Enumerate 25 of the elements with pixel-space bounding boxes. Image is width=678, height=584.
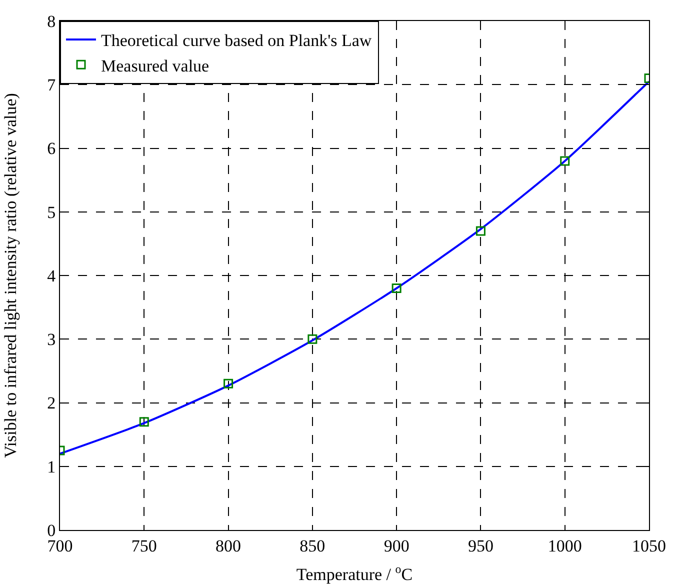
point: [224, 378, 234, 388]
x-tick-label: 750: [131, 536, 157, 556]
y-axis-title: Visible to infrared light intensity ratio (relative value): [1, 93, 20, 458]
y-tick-label: 6: [47, 139, 56, 158]
x-tick-label: 850: [300, 536, 326, 556]
x-tick-label: 800: [216, 536, 242, 556]
y-tick-label: 3: [47, 330, 56, 350]
y-tick-label: 5: [47, 202, 56, 222]
point: [139, 417, 149, 427]
y-tick-label: 2: [47, 394, 56, 413]
x-tick-label: 950: [468, 536, 494, 556]
legend-label: Measured value: [101, 56, 210, 76]
y-tick-label: 1: [47, 457, 56, 476]
x-axis-title: Temperature / $^{o}$C: [296, 562, 413, 584]
legend-label: Theoretical curve based on Plank's Law: [101, 31, 372, 50]
x-tick-label: 900: [384, 536, 410, 556]
y-tick-label: 4: [47, 266, 56, 286]
point: [560, 156, 570, 166]
point: [308, 334, 318, 344]
point: [392, 283, 402, 293]
y-tick-label: 8: [47, 12, 56, 31]
x-tick-label: 1050: [632, 536, 666, 556]
x-tick-label: 1000: [548, 536, 582, 556]
point: [476, 226, 486, 236]
y-tick-label: 7: [47, 76, 56, 95]
